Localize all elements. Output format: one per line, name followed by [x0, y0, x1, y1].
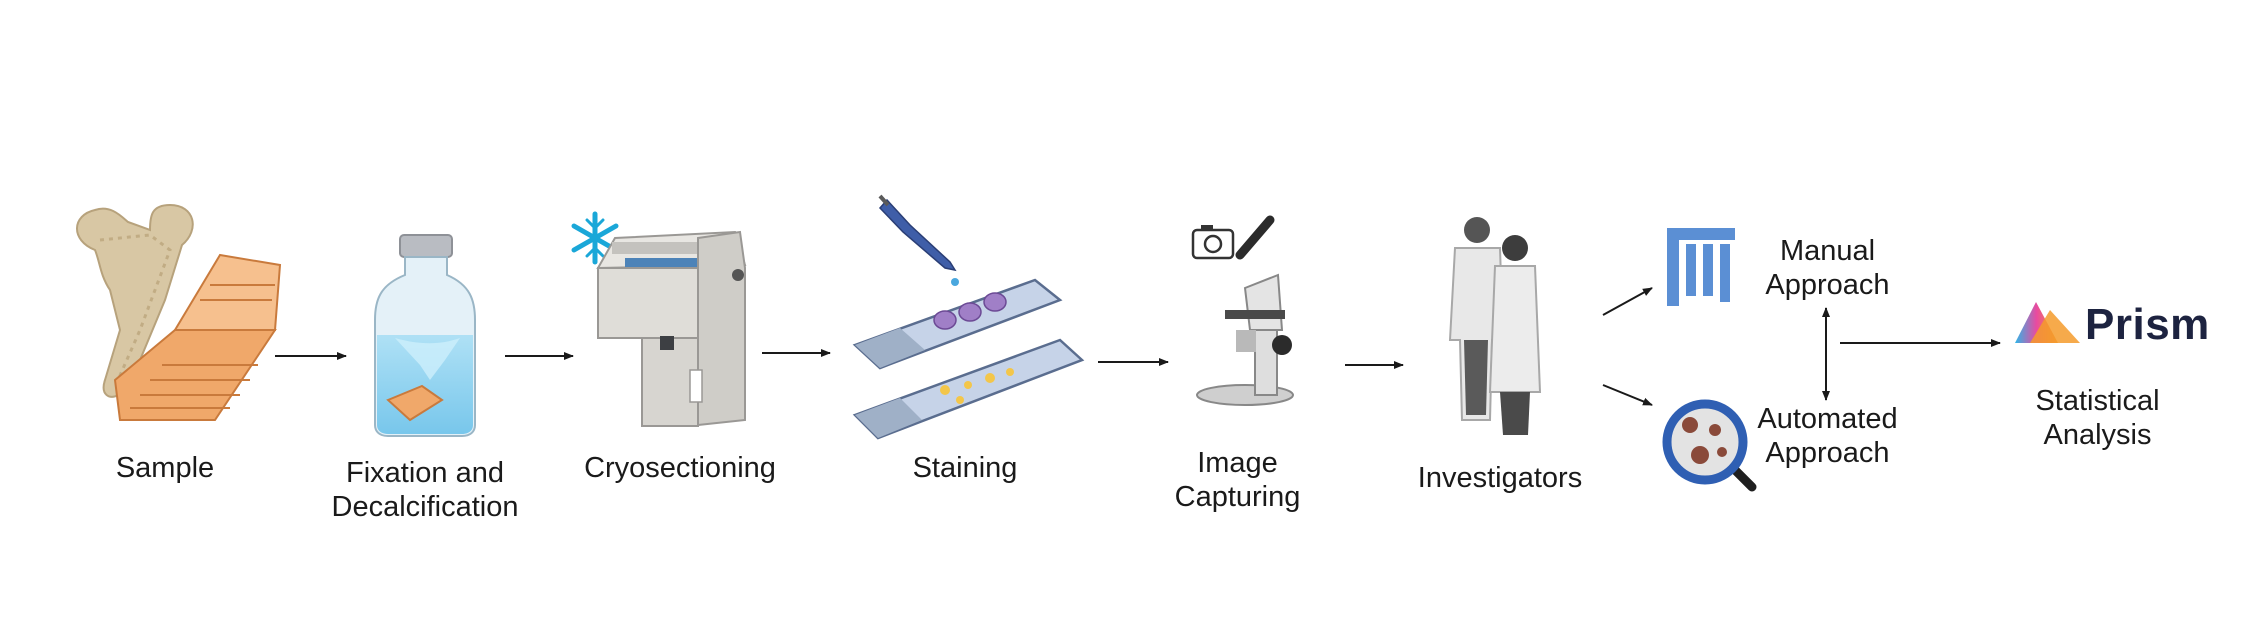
step-label-image-capturing: Image Capturing [1174, 447, 1301, 513]
step-label-investigators: Investigators [1417, 462, 1583, 494]
magnifier-icon [1662, 399, 1757, 492]
camera-icon [1191, 225, 1235, 260]
pipette-icon [878, 194, 959, 286]
slide-icon [852, 278, 1085, 440]
automated-approach-label: Automated Approach [1757, 403, 1898, 469]
snowflake-icon [571, 211, 619, 265]
bone-icon [76, 203, 194, 398]
manual-approach-label: Manual Approach [1765, 235, 1890, 301]
fixation-bottle-icon [374, 234, 476, 437]
microscope-icon [1196, 215, 1294, 406]
arrow [1602, 384, 1653, 406]
step-label-sample: Sample [115, 452, 215, 484]
fiji-logo-icon [1667, 228, 1735, 306]
prism-brand-text: Prism [2085, 300, 2210, 349]
cassette-icon [113, 253, 282, 421]
step-label-fixation: Fixation and Decalcification [331, 457, 519, 523]
statistical-analysis-label: Statistical Analysis [2035, 385, 2160, 451]
investigators-icon [1448, 217, 1542, 435]
prism-logo-icon [2015, 302, 2080, 343]
arrow [1602, 287, 1653, 316]
step-label-cryosectioning: Cryosectioning [584, 452, 776, 484]
cryostat-icon [596, 230, 747, 427]
step-label-staining: Staining [912, 452, 1018, 484]
